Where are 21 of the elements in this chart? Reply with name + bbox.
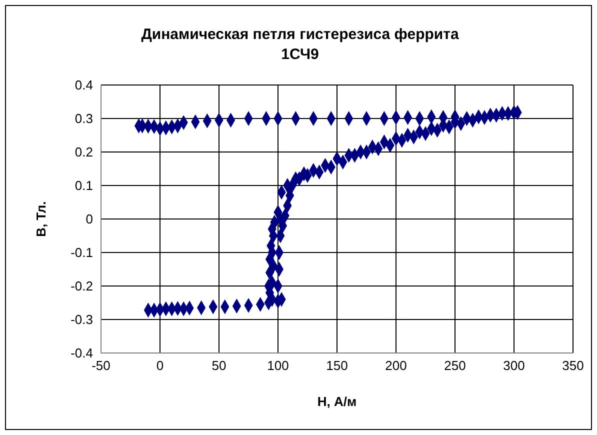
y-tick-label: 0.2 (74, 144, 93, 160)
x-tick-label: 250 (444, 358, 466, 374)
y-tick-label: 0.1 (74, 178, 93, 194)
y-tick-label: -0.3 (70, 312, 93, 328)
x-tick-label: 350 (562, 358, 584, 374)
y-tick-label: -0.2 (70, 278, 93, 294)
y-tick-label: 0.3 (74, 111, 93, 126)
y-tick-label: -0.1 (70, 245, 93, 260)
x-tick-label: 300 (503, 358, 525, 374)
x-tick-label: 0 (156, 358, 164, 374)
y-tick-label: 0.4 (74, 78, 93, 93)
y-axis-title: B, Тл. (34, 201, 49, 237)
y-tick-label: -0.4 (70, 346, 93, 361)
chart-title: Динамическая петля гистерезиса феррита 1СЧ9 (140, 25, 460, 65)
x-axis-title: H, А/м (317, 394, 357, 409)
x-tick-label: 50 (212, 358, 226, 374)
x-tick-label: -50 (92, 358, 110, 374)
y-tick-label: 0 (86, 212, 93, 227)
x-tick-label: 100 (267, 358, 289, 374)
x-tick-label: 200 (385, 358, 407, 374)
x-tick-label: 150 (326, 358, 348, 374)
